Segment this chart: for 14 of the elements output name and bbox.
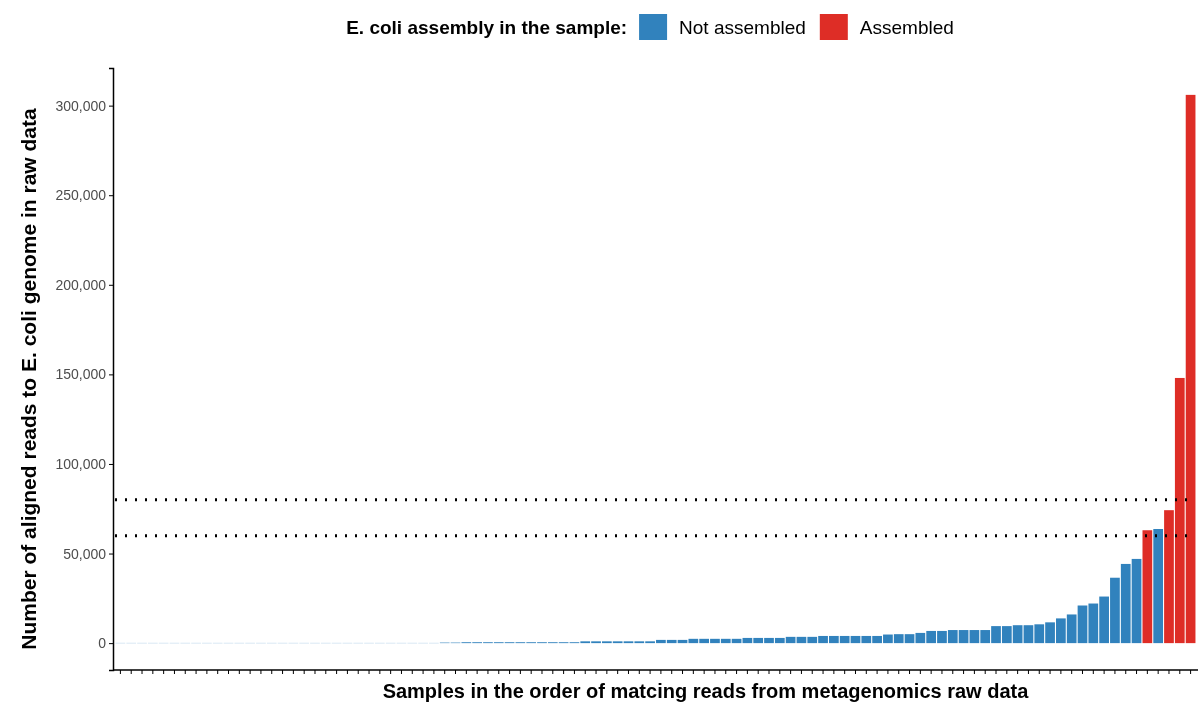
y-tick-label: 250,000 [55,187,107,204]
bar [1153,529,1164,644]
y-axis-title: Number of aligned reads to E. coli genome in raw data [17,107,40,650]
bar [1142,530,1153,644]
y-tick-label: 50,000 [63,545,107,562]
x-axis-title: Samples in the order of matcing reads from metagenomics raw data [382,680,1030,702]
y-tick-label: 200,000 [55,276,107,293]
legend-label: Not assembled [679,17,806,38]
y-tick-label: 100,000 [55,455,107,472]
y-tick-label: 300,000 [55,97,107,114]
y-tick-label: 0 [98,635,107,652]
legend-label: Assembled [859,17,954,38]
y-tick-label: 150,000 [55,366,107,383]
legend-title: E. coli assembly in the sample: [346,17,628,38]
